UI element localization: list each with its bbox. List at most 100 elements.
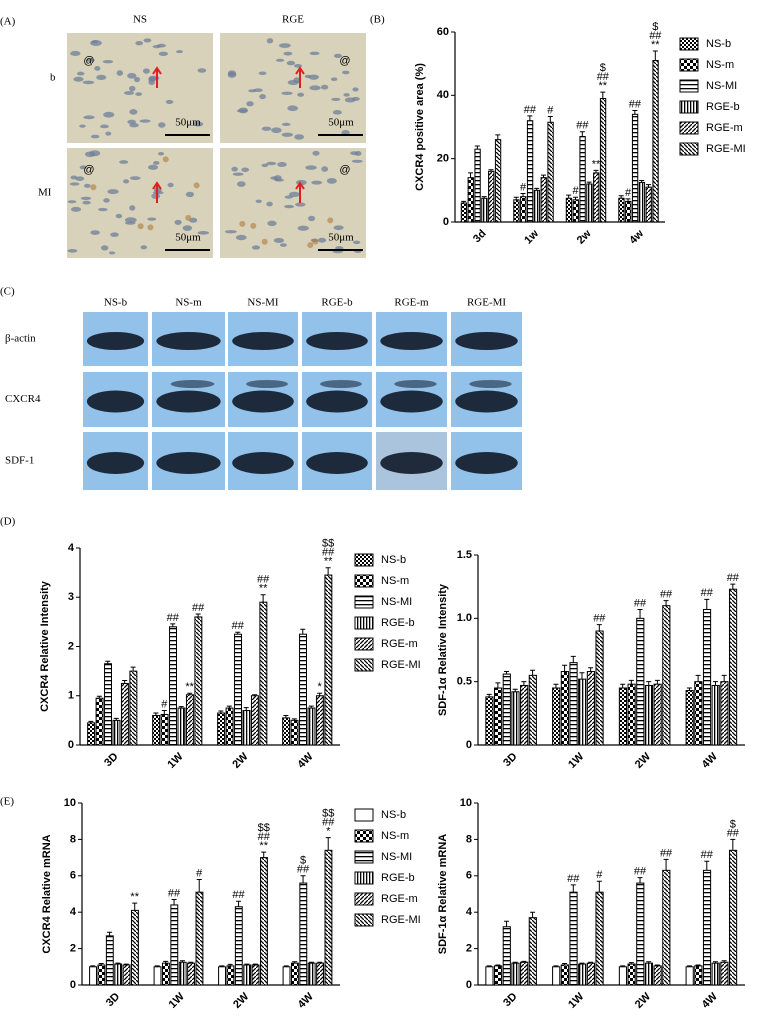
error-bar bbox=[171, 898, 177, 905]
bar bbox=[526, 120, 534, 223]
bar bbox=[129, 670, 138, 746]
bar bbox=[644, 684, 654, 746]
significance-label: ## bbox=[576, 120, 589, 132]
cell-nucleus bbox=[152, 44, 162, 49]
row-label: b bbox=[50, 72, 56, 84]
legend-label: NS-m bbox=[706, 59, 734, 71]
blot-band bbox=[394, 380, 437, 388]
cell-nucleus bbox=[70, 50, 81, 56]
error-bar bbox=[730, 838, 736, 851]
y-tick-label: 4 bbox=[68, 542, 75, 554]
error-bar bbox=[521, 681, 527, 686]
error-bar bbox=[704, 860, 710, 871]
bar bbox=[290, 962, 299, 986]
bar bbox=[218, 966, 226, 986]
significance-label: ## bbox=[593, 613, 606, 625]
error-bar bbox=[196, 878, 202, 893]
bar bbox=[618, 966, 628, 986]
bar bbox=[586, 671, 595, 746]
y-tick-label: 3 bbox=[68, 591, 74, 603]
error-bar bbox=[113, 717, 119, 721]
cell-nucleus bbox=[288, 191, 300, 198]
significance-label: # bbox=[547, 104, 554, 116]
cell-nucleus bbox=[167, 182, 174, 188]
y-tick-label: 6 bbox=[70, 870, 76, 882]
legend-swatch bbox=[679, 100, 699, 114]
y-tick-label: 20 bbox=[437, 153, 449, 165]
cell-nucleus bbox=[158, 51, 169, 57]
error-bar bbox=[227, 963, 233, 966]
bar bbox=[653, 683, 662, 746]
cell-nucleus bbox=[326, 178, 337, 184]
blot-band bbox=[232, 332, 294, 350]
cell-nucleus bbox=[107, 189, 119, 195]
cell-nucleus bbox=[351, 96, 360, 101]
error-bar bbox=[495, 682, 501, 688]
significance-label: ** bbox=[259, 840, 268, 852]
bar bbox=[513, 199, 520, 223]
error-bar bbox=[244, 963, 250, 965]
cell-nucleus bbox=[354, 151, 362, 156]
significance-label: ## bbox=[232, 620, 245, 632]
cell-nucleus bbox=[294, 134, 305, 140]
x-tick-label: 4W bbox=[700, 990, 721, 1011]
cell-nucleus bbox=[278, 43, 291, 48]
bar bbox=[160, 713, 169, 746]
error-bar bbox=[530, 669, 536, 676]
stain bbox=[327, 217, 334, 224]
bar bbox=[316, 962, 325, 986]
legend-swatch bbox=[354, 913, 374, 927]
error-bar bbox=[236, 900, 242, 907]
legend-swatch bbox=[354, 595, 374, 609]
y-tick-label: 4 bbox=[70, 906, 77, 918]
error-bar bbox=[588, 961, 594, 964]
bar bbox=[114, 963, 123, 986]
bar bbox=[234, 633, 243, 746]
legend-label: NS-m bbox=[381, 830, 409, 842]
legend-label: RGE-b bbox=[706, 101, 740, 113]
cell-nucleus bbox=[90, 134, 100, 139]
cell-nucleus bbox=[343, 93, 350, 97]
bar bbox=[645, 186, 652, 223]
error-bar bbox=[468, 172, 474, 178]
error-bar bbox=[153, 712, 159, 716]
y-tick-label: 10 bbox=[460, 797, 472, 809]
legend-label: NS-b bbox=[381, 554, 406, 566]
bar bbox=[711, 962, 720, 986]
y-tick-label: 0 bbox=[466, 739, 472, 751]
bar bbox=[540, 177, 547, 223]
cell-nucleus bbox=[79, 165, 87, 170]
bar bbox=[702, 869, 712, 986]
cell-nucleus bbox=[197, 231, 210, 235]
significance-label: ## bbox=[660, 847, 673, 859]
bar bbox=[578, 678, 587, 746]
error-bar bbox=[553, 965, 559, 967]
cell-nucleus bbox=[75, 176, 85, 181]
significance-label: $ bbox=[300, 855, 306, 867]
error-bar bbox=[488, 169, 494, 172]
cell-nucleus bbox=[270, 176, 278, 180]
bar bbox=[520, 684, 529, 746]
y-tick-label: 4 bbox=[466, 906, 473, 918]
bar bbox=[625, 200, 632, 223]
bar bbox=[242, 710, 251, 746]
blot-band bbox=[246, 380, 288, 388]
significance-label: ## bbox=[167, 612, 180, 624]
stain bbox=[307, 242, 314, 249]
bar bbox=[324, 849, 333, 986]
significance-label: ## bbox=[258, 831, 271, 843]
x-tick-label: 2W bbox=[231, 990, 252, 1011]
y-axis-label: CXCR4 Relative mRNA bbox=[41, 834, 53, 953]
legend-label: RGE-MI bbox=[381, 914, 421, 926]
stain bbox=[147, 224, 154, 231]
bar bbox=[467, 177, 474, 223]
significance-label: ** bbox=[130, 891, 139, 903]
stain bbox=[193, 182, 200, 189]
cell-nucleus bbox=[80, 196, 92, 200]
blot-column-label: RGE-MI bbox=[467, 297, 506, 309]
error-bar bbox=[521, 960, 527, 963]
bar bbox=[494, 687, 503, 746]
error-bar bbox=[123, 963, 129, 965]
error-bar bbox=[486, 965, 492, 967]
significance-label: ## bbox=[727, 572, 740, 584]
